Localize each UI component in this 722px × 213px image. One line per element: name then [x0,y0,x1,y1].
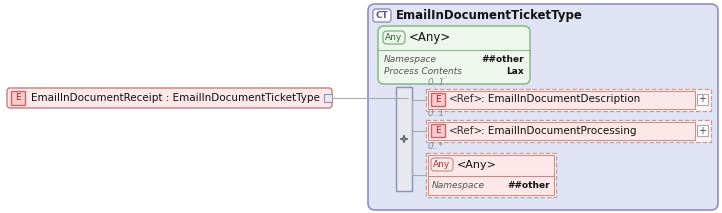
Text: 0..1: 0..1 [428,109,445,118]
Bar [697,125,708,136]
FancyBboxPatch shape [431,158,453,171]
Text: Any: Any [386,33,403,42]
FancyBboxPatch shape [368,4,718,210]
FancyBboxPatch shape [383,31,405,44]
Bar [428,122,695,140]
Text: : EmailInDocumentDescription: : EmailInDocumentDescription [481,95,640,105]
FancyBboxPatch shape [373,9,391,22]
Text: EmailInDocumentReceipt : EmailInDocumentTicketType: EmailInDocumentReceipt : EmailInDocument… [31,93,320,103]
Bar [697,94,708,105]
Bar [426,120,711,142]
Bar [428,91,695,109]
Text: <Ref>: <Ref> [449,125,483,135]
Text: ##other: ##other [508,181,550,190]
Text: EmailInDocumentTicketType: EmailInDocumentTicketType [396,9,583,22]
Bar [426,89,711,111]
Text: Namespace: Namespace [384,56,437,65]
Text: Process Contents: Process Contents [384,68,462,76]
Text: Namespace: Namespace [432,181,485,190]
Text: E: E [435,95,441,104]
Bar [431,124,445,137]
FancyBboxPatch shape [7,88,332,108]
Text: 0..1: 0..1 [428,78,445,87]
Text: <Ref>: <Ref> [449,95,483,105]
Text: +: + [698,125,707,135]
Text: : EmailInDocumentProcessing: : EmailInDocumentProcessing [481,125,637,135]
Text: <Any>: <Any> [457,160,497,170]
Bar [11,91,25,105]
Text: +: + [698,95,707,105]
Bar [431,93,445,106]
Text: ##other: ##other [482,56,524,65]
Bar [428,155,554,195]
Text: E: E [435,126,441,135]
Text: Lax: Lax [506,68,524,76]
Text: 0..*: 0..* [428,142,444,151]
Text: Any: Any [433,160,451,169]
Text: <Any>: <Any> [409,31,451,44]
FancyBboxPatch shape [378,26,530,84]
Text: E: E [15,94,21,102]
Bar [396,87,412,191]
Bar [426,153,556,197]
Text: CT: CT [375,11,388,20]
Bar [324,94,332,102]
